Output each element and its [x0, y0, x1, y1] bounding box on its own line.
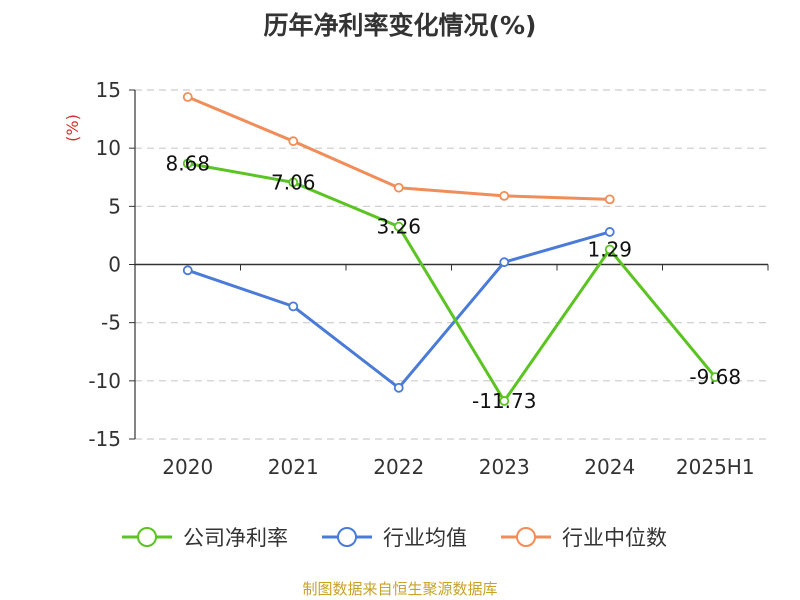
- y-tick-label-3: 0: [108, 253, 121, 277]
- data-label-0: 8.68: [165, 152, 210, 176]
- x-tick-label-2: 2022: [373, 455, 424, 479]
- y-axis-label: (%): [63, 114, 82, 142]
- series-2-point-3: [499, 190, 510, 201]
- series-0-point-5: [710, 372, 721, 383]
- series-2-point-1: [288, 136, 299, 147]
- series-0-point-0: [182, 158, 193, 169]
- series-2-point-0: [182, 92, 193, 102]
- legend-marker-1: [337, 527, 357, 547]
- data-label-2: 3.26: [376, 215, 421, 239]
- series-0-point-1: [288, 177, 299, 188]
- x-tick-label-1: 2021: [268, 455, 319, 479]
- y-tick-label-1: 10: [96, 136, 121, 160]
- x-tick-label-4: 2024: [584, 455, 635, 479]
- legend-label-0: 公司净利率: [183, 526, 288, 550]
- data-label-3: -11.73: [472, 389, 536, 413]
- data-source-note: 制图数据来自恒生聚源数据库: [302, 580, 498, 598]
- chart-title: 历年净利率变化情况(%): [263, 11, 537, 40]
- data-label-1: 7.06: [271, 170, 316, 194]
- legend-label-2: 行业中位数: [562, 526, 667, 550]
- legend-marker-0: [137, 527, 157, 547]
- series-1-point-2: [393, 382, 404, 393]
- y-tick-label-6: -15: [88, 427, 121, 451]
- y-tick-label-4: -5: [101, 311, 121, 335]
- legend-label-1: 行业均值: [383, 526, 467, 550]
- y-tick-label-0: 15: [96, 78, 121, 102]
- series-0-point-3: [499, 396, 510, 406]
- series-0-point-4: [604, 244, 615, 255]
- series-2-point-2: [393, 182, 404, 193]
- series-2-point-4: [604, 194, 615, 205]
- series-0-point-2: [393, 221, 404, 232]
- series-line-1: [187, 230, 611, 390]
- x-tick-label-3: 2023: [479, 455, 530, 479]
- series-1-point-3: [499, 257, 510, 268]
- series-1-point-4: [604, 227, 615, 237]
- x-tick-label-5: 2025H1: [676, 455, 755, 479]
- y-tick-label-5: -10: [88, 369, 121, 393]
- x-tick-label-0: 2020: [162, 455, 213, 479]
- data-label-5: -9.68: [689, 365, 741, 389]
- series-1-point-1: [288, 301, 299, 312]
- series-1-point-0: [182, 265, 193, 276]
- y-tick-label-2: 5: [108, 194, 121, 218]
- legend-marker-2: [516, 527, 536, 547]
- series-line-0: [187, 162, 717, 403]
- data-label-4: 1.29: [587, 237, 632, 261]
